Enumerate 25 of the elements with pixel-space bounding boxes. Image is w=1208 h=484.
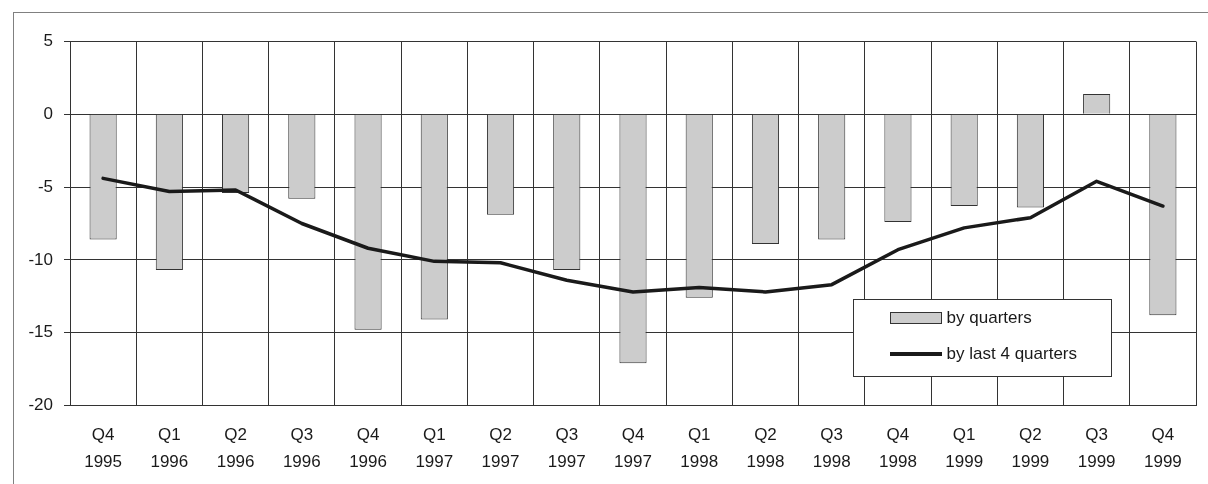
- x-tick-label: Q4 1995: [84, 424, 123, 471]
- x-tick-label: Q2 1997: [481, 424, 520, 471]
- x-tick-label: Q3 1999: [1077, 424, 1116, 471]
- x-tick-label: Q1 1996: [150, 424, 189, 471]
- x-tick-label: Q4 1997: [614, 424, 652, 471]
- y-tick-label: 5: [43, 31, 53, 51]
- y-tick-label: 0: [43, 103, 53, 123]
- x-tick-label: Q2 1999: [1011, 424, 1050, 471]
- legend-label: by last 4 quarters: [946, 344, 1077, 364]
- x-tick-label: Q4 1998: [879, 424, 917, 471]
- x-tick-label: Q1 1997: [415, 424, 454, 471]
- x-tick-label: Q1 1999: [945, 424, 984, 471]
- x-tick-label: Q2 1998: [746, 424, 785, 471]
- x-tick-label: Q4 1999: [1143, 424, 1182, 471]
- y-tick-label: -10: [28, 249, 53, 269]
- x-tick-label: Q4 1996: [349, 424, 387, 471]
- x-tick-label: Q3 1997: [547, 424, 586, 471]
- x-tick-label: Q1 1998: [680, 424, 719, 471]
- legend-label: by quarters: [946, 308, 1032, 328]
- y-tick-label: -20: [28, 395, 53, 415]
- x-tick-label: Q3 1998: [812, 424, 851, 471]
- y-tick-label: -5: [37, 176, 53, 196]
- x-tick-label: Q3 1996: [282, 424, 321, 471]
- y-tick-label: -15: [28, 322, 53, 342]
- x-tick-label: Q2 1996: [216, 424, 255, 471]
